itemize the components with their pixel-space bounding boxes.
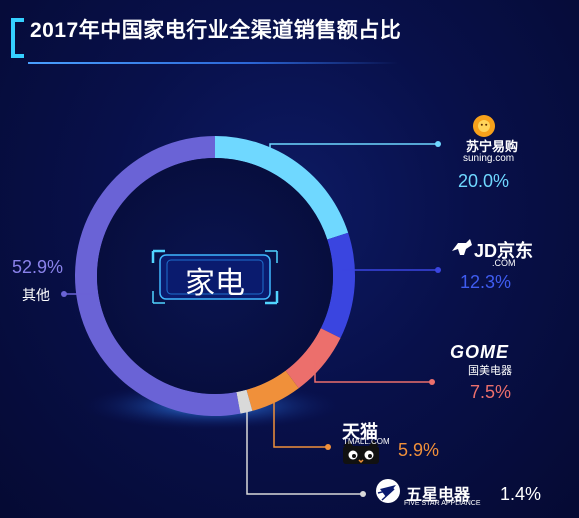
tmall-percent: 5.9% xyxy=(398,440,440,460)
gome-brand-name: GOME xyxy=(450,342,510,362)
tmall-brand-sub: TMALL.COM xyxy=(343,437,390,446)
gome-brand-sub: 国美电器 xyxy=(468,365,512,377)
other-label: 其他 xyxy=(22,287,50,303)
leader-gome xyxy=(314,360,432,383)
jd-brand-sub: .COM xyxy=(492,258,516,268)
suning-percent: 20.0% xyxy=(458,171,510,191)
leader-suning xyxy=(269,143,438,150)
fivestar-brand-sub: FIVE STAR APPLIANCE xyxy=(404,500,481,507)
tmall-cat-icon xyxy=(343,440,379,464)
donut-slice-1 xyxy=(320,232,355,338)
fivestar-percent: 1.4% xyxy=(500,484,542,504)
other-percent: 52.9% xyxy=(12,257,64,277)
donut-slice-2 xyxy=(285,328,341,389)
jd-brand-name: JD京东 xyxy=(474,241,534,261)
jd-dog-icon xyxy=(452,239,472,255)
fivestar-logo-icon xyxy=(376,479,400,503)
leader-tmall xyxy=(273,395,328,448)
gome-percent: 7.5% xyxy=(470,382,512,402)
chart-title: 2017年中国家电行业全渠道销售额占比 xyxy=(30,19,402,42)
tmall-brand-name: 天猫 xyxy=(342,422,378,442)
center-label: 家电 xyxy=(185,267,245,300)
fivestar-brand-name: 五星电器 xyxy=(406,487,471,504)
donut-slice-3 xyxy=(246,370,299,411)
suning-logo-icon xyxy=(473,115,495,137)
title-underline xyxy=(28,62,398,64)
suning-brand-name: 苏宁易购 xyxy=(466,139,519,154)
suning-brand-sub: suning.com xyxy=(463,153,515,164)
jd-percent: 12.3% xyxy=(460,272,512,292)
leader-fivestar xyxy=(246,400,363,495)
donut-slice-5 xyxy=(74,136,241,416)
donut-slice-0 xyxy=(215,136,349,240)
corner-bracket-icon xyxy=(11,18,24,58)
center-frame xyxy=(151,249,279,305)
donut-slice-4 xyxy=(236,389,253,414)
